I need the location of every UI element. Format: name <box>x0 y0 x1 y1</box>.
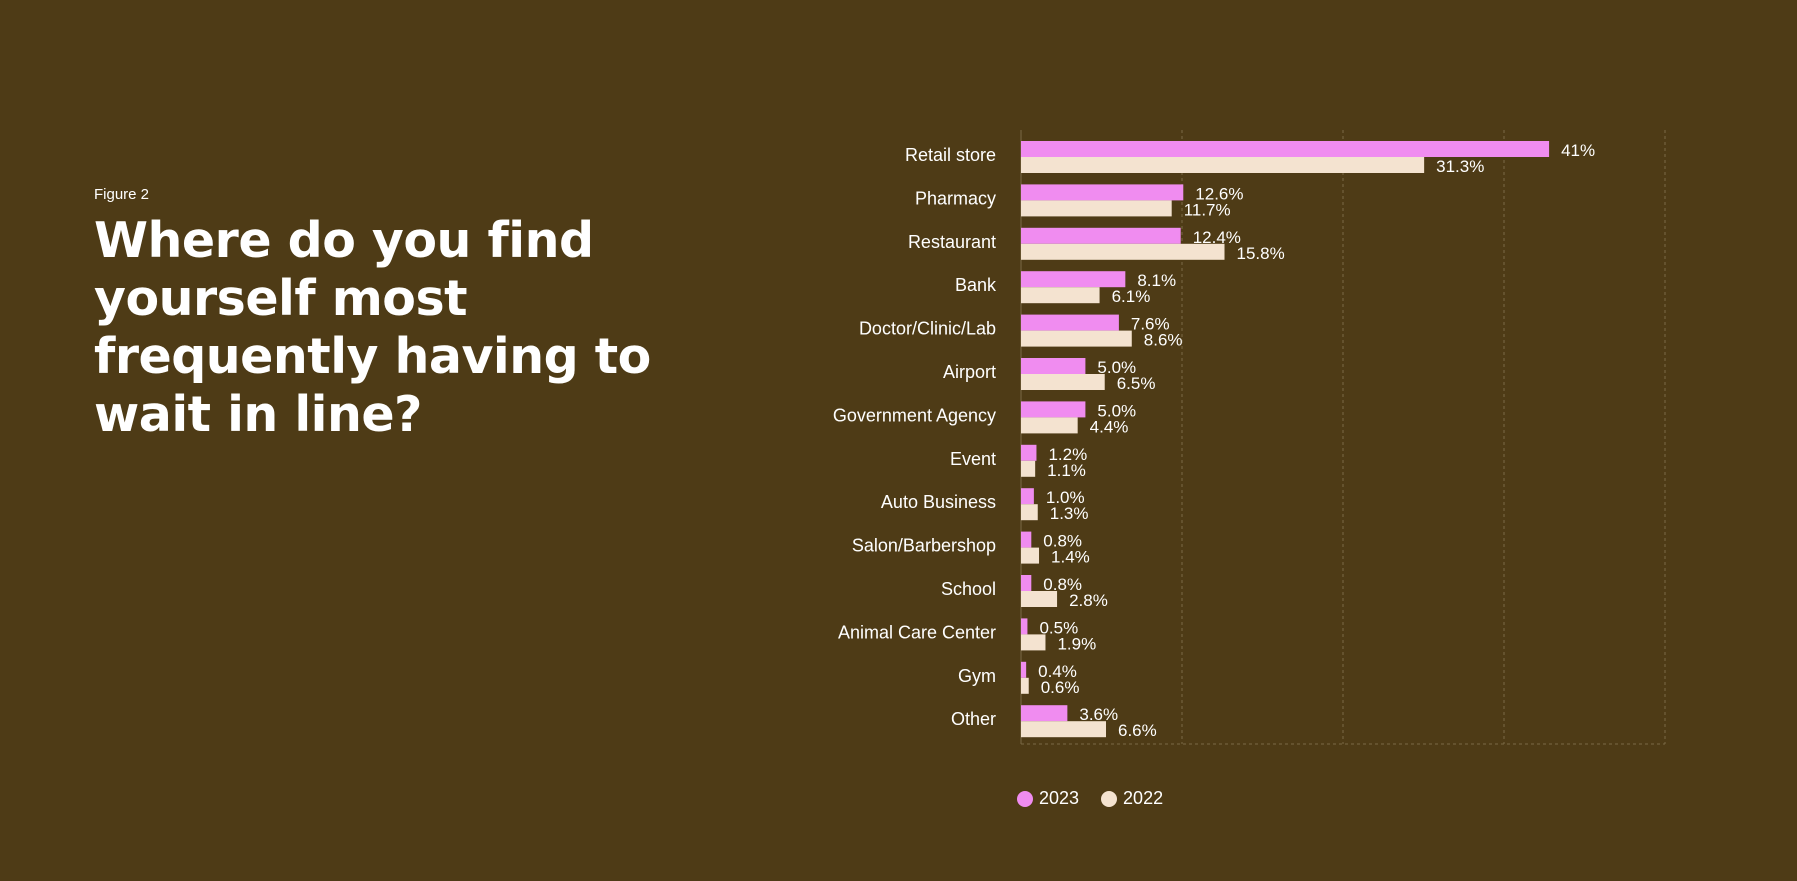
legend-item-2023: 2023 <box>1017 788 1079 809</box>
data-label-2022: 15.8% <box>1237 244 1285 263</box>
data-label-2023: 0.5% <box>1039 618 1078 637</box>
data-label-2022: 0.6% <box>1041 678 1080 697</box>
data-label-2022: 4.4% <box>1090 417 1129 436</box>
data-label-2022: 1.9% <box>1057 634 1096 653</box>
bar-2022 <box>1021 374 1105 390</box>
data-label-2022: 8.6% <box>1144 331 1183 350</box>
bar-2023 <box>1021 661 1027 678</box>
bar-2023 <box>1021 401 1086 418</box>
category-label: Airport <box>943 362 996 382</box>
data-label-2023: 5.0% <box>1097 401 1136 420</box>
data-label-2022: 2.8% <box>1069 591 1108 610</box>
bar-2022 <box>1021 157 1425 173</box>
data-label-2023: 12.6% <box>1195 184 1243 203</box>
category-label: Auto Business <box>881 492 996 512</box>
legend-label-2022: 2022 <box>1123 788 1164 808</box>
category-label: School <box>941 579 996 599</box>
data-label-2023: 0.8% <box>1043 575 1082 594</box>
data-label-2023: 1.0% <box>1046 488 1085 507</box>
category-label: Animal Care Center <box>838 622 996 642</box>
data-label-2022: 6.6% <box>1118 721 1157 740</box>
legend-swatch-2022 <box>1101 790 1118 807</box>
data-label-2022: 11.7% <box>1184 200 1231 219</box>
bar-2022 <box>1021 591 1058 607</box>
category-label: Gym <box>958 666 996 686</box>
legend-label-2023: 2023 <box>1039 788 1080 808</box>
category-label: Bank <box>955 275 997 295</box>
data-label-2023: 8.1% <box>1137 271 1176 290</box>
data-label-2023: 3.6% <box>1079 705 1118 724</box>
data-label-2022: 1.1% <box>1047 461 1086 480</box>
bar-2023 <box>1021 705 1068 722</box>
category-label: Pharmacy <box>915 188 996 208</box>
bar-2022 <box>1021 460 1036 477</box>
bar-2022 <box>1021 417 1078 434</box>
category-label: Salon/Barbershop <box>852 536 996 556</box>
bar-2023 <box>1021 184 1184 201</box>
bar-2023 <box>1021 444 1037 461</box>
bar-2022 <box>1021 243 1225 260</box>
bar-2022 <box>1021 634 1046 651</box>
bar-2022 <box>1021 547 1040 564</box>
data-label-2023: 0.8% <box>1043 532 1082 551</box>
data-label-2022: 31.3% <box>1436 157 1484 176</box>
category-label: Doctor/Clinic/Lab <box>859 319 996 339</box>
category-label: Retail store <box>905 145 996 165</box>
bar-2022 <box>1021 677 1029 694</box>
bar-2023 <box>1021 141 1550 157</box>
bar-2023 <box>1021 358 1086 374</box>
category-label: Government Agency <box>833 405 996 425</box>
data-label-2023: 12.4% <box>1193 228 1241 247</box>
bar-2022 <box>1021 330 1132 347</box>
data-label-2023: 1.2% <box>1048 445 1087 464</box>
bar-2023 <box>1021 488 1034 505</box>
category-label: Other <box>951 709 996 729</box>
data-label-2023: 41% <box>1561 141 1595 160</box>
bar-2022 <box>1021 287 1100 304</box>
legend-swatch-2023 <box>1017 790 1033 807</box>
category-label: Event <box>950 449 996 469</box>
figure-label: Figure 2 <box>94 186 150 203</box>
category-label: Restaurant <box>908 232 996 252</box>
data-label-2022: 1.4% <box>1051 548 1090 567</box>
bar-2023 <box>1021 618 1028 635</box>
bar-2023 <box>1021 531 1032 548</box>
data-label-2023: 5.0% <box>1097 358 1136 377</box>
bar-2022 <box>1021 200 1172 217</box>
data-label-2023: 0.4% <box>1038 662 1077 681</box>
bar-2023 <box>1021 314 1119 331</box>
bar-2023 <box>1021 575 1032 591</box>
bar-2023 <box>1021 271 1126 288</box>
bar-2023 <box>1021 227 1181 244</box>
chart-legend: 2023 2022 <box>1017 788 1163 809</box>
bar-2022 <box>1021 721 1107 738</box>
data-label-2022: 6.1% <box>1112 287 1151 306</box>
data-label-2022: 6.5% <box>1117 374 1156 393</box>
chart-title: Where do you find yourself most frequent… <box>94 212 651 443</box>
data-label-2022: 1.3% <box>1050 504 1089 523</box>
legend-item-2022: 2022 <box>1101 788 1163 809</box>
data-label-2023: 7.6% <box>1131 315 1170 334</box>
bar-2022 <box>1021 504 1038 521</box>
